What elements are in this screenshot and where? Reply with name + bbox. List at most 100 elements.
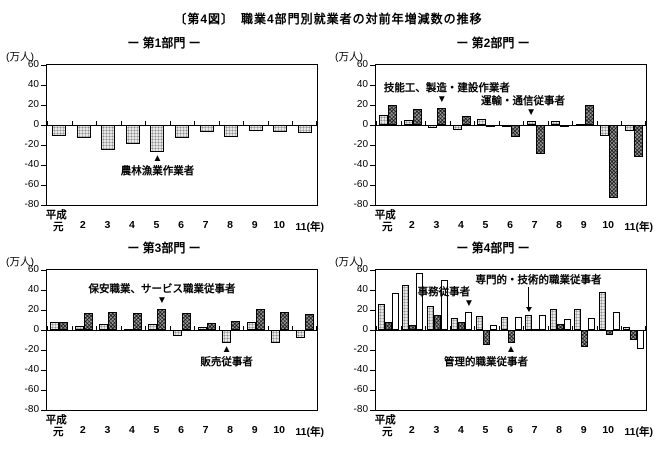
x-axis-tick xyxy=(400,121,402,125)
y-axis-tick xyxy=(41,289,47,291)
down-triangle-marker: ▼ xyxy=(463,298,474,309)
x-axis-tick xyxy=(169,326,171,330)
bar-農林漁業作業者-year-4 xyxy=(125,125,140,144)
x-axis-year-label: 5 xyxy=(153,219,160,231)
y-axis-tick-label: 20 xyxy=(27,304,39,315)
y-axis-tick xyxy=(370,329,376,331)
bar-運輸・通信従事者-year-10 xyxy=(600,125,610,136)
x-axis-tick xyxy=(596,326,598,330)
x-axis-year-label: 10 xyxy=(273,219,286,231)
bar-販売従事者-year-6 xyxy=(173,330,182,336)
x-axis-year-label: 2 xyxy=(408,424,415,436)
y-axis-tick-label: -60 xyxy=(24,384,39,395)
x-axis-year-label: 8 xyxy=(227,219,233,231)
y-axis-tick-label: 0 xyxy=(33,324,39,335)
x-axis-tick xyxy=(376,326,377,330)
y-axis-unit-label: (万人) xyxy=(335,51,363,63)
figure-title: 〔第4図〕 職業4部門別就業者の対前年増減数の推移 xyxy=(174,12,483,26)
x-axis-year-label: 元 xyxy=(382,221,393,233)
y-axis-tick xyxy=(370,389,376,391)
x-axis-tick xyxy=(523,121,525,125)
annotation-label: 事務従事者 xyxy=(417,286,471,298)
y-axis-tick-label: 20 xyxy=(356,99,368,110)
bar-販売従事者-year-10 xyxy=(271,330,281,343)
y-axis-tick-label: 40 xyxy=(27,79,39,90)
x-axis-tick xyxy=(47,326,48,330)
x-axis-labels-sector1: 平成元 2 3 4 5 6 7 8 9 10 11(年) xyxy=(46,206,324,234)
bar-保安職業、サービス職業従事者-year-9 xyxy=(255,309,265,330)
y-axis-tick-label: 0 xyxy=(362,119,368,130)
x-axis-labels-sector3: 平成元 2 3 4 5 6 7 8 9 10 11(年) xyxy=(46,411,324,439)
x-axis-year-label: 2 xyxy=(79,424,86,436)
annotation-label: 専門的・技術的職業従事者 xyxy=(475,274,602,286)
bar-技能工、製造・建設作業者-year-11 xyxy=(633,125,643,157)
y-axis-tick xyxy=(41,269,47,271)
y-axis-tick xyxy=(41,104,47,106)
y-axis-tick xyxy=(370,104,376,106)
bar-技能工、製造・建設作業者-year-3 xyxy=(437,108,447,125)
y-axis-tick-label: 40 xyxy=(356,284,368,295)
bar-事務従事者-year-10 xyxy=(612,312,620,330)
x-axis-tick xyxy=(169,121,171,125)
bar-農林漁業作業者-year-9 xyxy=(248,125,263,131)
bar-事務従事者-year-11 xyxy=(637,330,645,349)
y-axis-tick xyxy=(41,329,47,331)
x-axis-tick xyxy=(218,326,220,330)
bar-農林漁業作業者-year-7 xyxy=(199,125,214,132)
zero-axis-line xyxy=(47,124,317,126)
y-axis-tick xyxy=(41,309,47,311)
x-axis-year-label: 元 xyxy=(53,221,64,233)
bar-技能工、製造・建設作業者-year-5 xyxy=(486,125,496,127)
bar-農林漁業作業者-year-2 xyxy=(76,125,91,138)
bar-専門的・技術的職業従事者-year-8 xyxy=(549,309,557,330)
x-axis-year-label: 3 xyxy=(104,219,111,231)
x-axis-tick xyxy=(316,121,317,125)
x-axis-tick xyxy=(243,326,245,330)
x-axis-tick xyxy=(547,326,549,330)
down-arrow-head xyxy=(525,307,532,312)
y-axis-tick-label: -40 xyxy=(24,159,39,170)
x-axis-year-label: 元 xyxy=(53,426,64,438)
x-axis-tick xyxy=(267,121,269,125)
bar-事務従事者-year-4 xyxy=(465,312,473,330)
y-axis-tick xyxy=(370,144,376,146)
bar-事務従事者-year-9 xyxy=(588,318,596,330)
bar-農林漁業作業者-year-平成元 xyxy=(52,125,67,136)
bar-管理的職業従事者-year-9 xyxy=(581,330,589,347)
bar-専門的・技術的職業従事者-year-10 xyxy=(598,292,606,330)
x-axis-tick xyxy=(376,121,377,125)
x-axis-tick xyxy=(498,326,500,330)
bar-専門的・技術的職業従事者-year-6 xyxy=(500,317,508,330)
bar-運輸・通信従事者-year-平成元 xyxy=(379,115,389,125)
y-axis-tick-label: -40 xyxy=(353,364,368,375)
x-axis-year-label: 2 xyxy=(79,219,86,231)
x-axis-tick xyxy=(449,121,451,125)
bar-農林漁業作業者-year-6 xyxy=(175,125,189,138)
up-triangle-marker: ▲ xyxy=(221,344,232,355)
y-axis-tick-label: 60 xyxy=(356,59,368,70)
bar-技能工、製造・建設作業者-year-2 xyxy=(412,109,422,125)
bar-技能工、製造・建設作業者-year-9 xyxy=(584,105,594,125)
x-axis-tick xyxy=(400,326,402,330)
plot-area-sector3: 60 40 20 0 -20 -40 -60 -80 ▼ 保安職業、サービス職業従事者 ▲ 販売従事者 xyxy=(25,264,318,415)
x-axis-tick xyxy=(449,326,451,330)
bar-事務従事者-year-6 xyxy=(514,317,522,330)
x-axis-year-label: 11(年) xyxy=(295,426,325,438)
x-axis-labels-sector2: 平成元 2 3 4 5 6 7 8 9 10 11(年) xyxy=(375,206,653,234)
chart-title-sector3: ー 第3部門 ー xyxy=(127,241,201,255)
bar-保安職業、サービス職業従事者-year-4 xyxy=(132,313,142,330)
bar-運輸・通信従事者-year-3 xyxy=(428,125,438,128)
bar-保安職業、サービス職業従事者-year-11 xyxy=(304,314,314,330)
bar-事務従事者-year-8 xyxy=(563,319,571,330)
x-axis-year-label: 11(年) xyxy=(624,221,654,233)
down-triangle-marker: ▼ xyxy=(526,107,536,118)
y-axis-tick xyxy=(370,64,376,66)
bar-管理的職業従事者-year-3 xyxy=(433,315,441,330)
bar-管理的職業従事者-year-5 xyxy=(482,330,490,345)
down-arrow-line xyxy=(528,287,530,311)
y-axis-tick xyxy=(41,369,47,371)
x-axis-tick xyxy=(645,121,646,125)
bar-専門的・技術的職業従事者-year-4 xyxy=(451,318,459,330)
y-axis-tick-label: -80 xyxy=(353,199,368,210)
y-axis-tick xyxy=(41,204,47,206)
